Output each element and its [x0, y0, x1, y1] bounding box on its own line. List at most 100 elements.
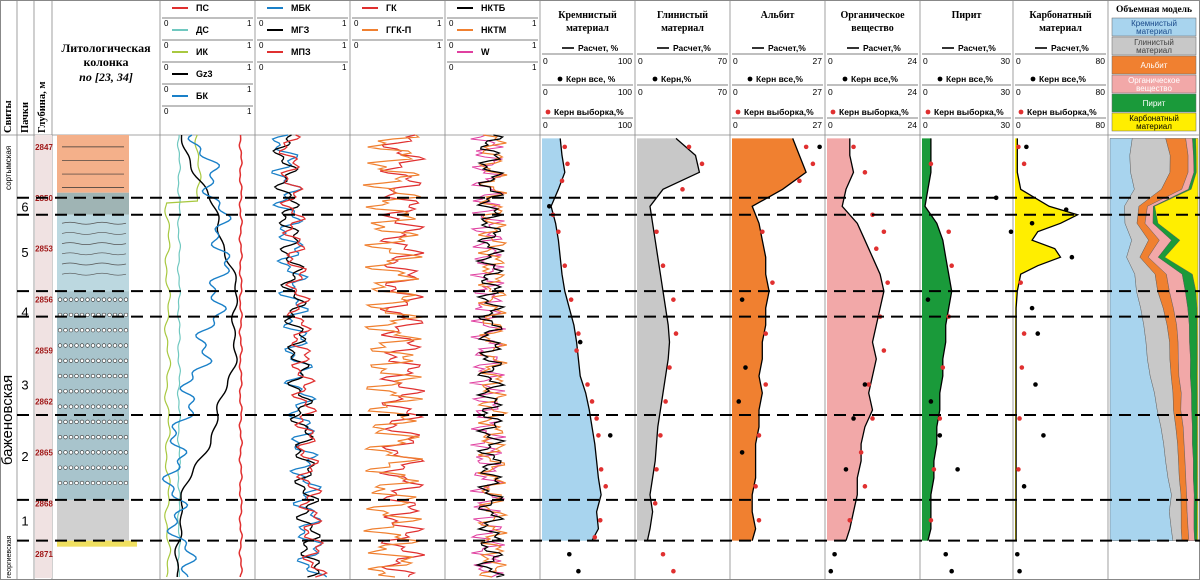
lith-symbol	[118, 328, 123, 333]
core-point-red	[873, 246, 879, 252]
lith-symbol	[63, 450, 68, 455]
core-point-red	[559, 178, 565, 184]
lith-symbol	[74, 389, 79, 394]
core-point-red	[686, 144, 692, 150]
scale-min: 0	[923, 120, 928, 130]
lith-symbol	[85, 480, 90, 486]
mineral-calc-line	[751, 138, 807, 541]
lith-symbol	[85, 389, 90, 394]
core-point-red	[592, 534, 598, 540]
lith-title-2: колонка	[84, 55, 129, 69]
lith-symbol	[107, 435, 112, 440]
lith-symbol	[68, 435, 74, 440]
core-point-red	[870, 416, 875, 421]
log-curves	[161, 134, 509, 578]
lith-symbol	[118, 297, 123, 302]
scale-max: 1	[532, 63, 537, 72]
core-point-red	[851, 144, 856, 150]
lith-symbol	[85, 435, 90, 440]
core-point-black	[1029, 305, 1035, 311]
mineral-title: Пирит	[952, 10, 982, 21]
scale-max: 1	[247, 85, 252, 94]
core-point-black	[546, 203, 552, 209]
lith-symbol	[68, 312, 74, 318]
scale-min: 0	[449, 19, 454, 28]
lith-symbol	[90, 389, 96, 394]
core-point-red	[699, 161, 705, 167]
lith-symbol	[123, 343, 129, 348]
lith-symbol	[63, 480, 68, 486]
pack-labels: 6 5 4 3 2 1	[21, 199, 28, 528]
mineral-legend-label: Расчет,%	[673, 43, 711, 53]
formation-label: баженовская	[0, 375, 16, 465]
mineral-title: материал	[1039, 23, 1082, 34]
log-curve	[378, 134, 427, 578]
scale-min: 0	[638, 56, 643, 66]
lith-symbol	[96, 373, 101, 379]
log-curve-label: ИК	[196, 47, 208, 57]
lith-symbol	[90, 297, 96, 302]
lith-symbol	[101, 343, 107, 348]
lith-symbol	[68, 297, 74, 302]
lith-symbol	[118, 373, 123, 379]
scale-max: 80	[1096, 56, 1106, 66]
lith-symbol	[123, 328, 129, 333]
legend-point	[735, 109, 741, 115]
scale-min: 0	[543, 56, 548, 66]
lith-symbol	[79, 480, 85, 486]
scale-min: 0	[733, 87, 738, 97]
mineral-legend-label: Расчет,%	[863, 43, 901, 53]
mineral-area-fill	[542, 138, 602, 541]
lith-symbol	[57, 465, 63, 470]
core-point-red	[594, 416, 599, 421]
lith-symbol	[96, 389, 101, 394]
lith-symbol	[96, 465, 101, 470]
scale-max: 24	[908, 120, 918, 130]
mineral-area-fill	[827, 138, 884, 541]
lith-symbol	[96, 358, 101, 363]
mineral-legend-label: Керн все, %	[566, 74, 616, 84]
lith-symbol	[68, 450, 74, 455]
mineral-legend-label: Керн все,%	[1039, 74, 1086, 84]
lith-layer	[57, 291, 129, 500]
depth-label: 2868	[35, 499, 53, 508]
scale-max: 1	[247, 63, 252, 72]
lith-symbol	[74, 480, 79, 486]
core-point-red	[673, 331, 679, 336]
mineral-legend-label: Расчет,%	[768, 43, 806, 53]
lith-symbol	[101, 297, 107, 302]
lith-symbol	[118, 435, 123, 440]
lith-symbol	[68, 419, 74, 424]
lith-symbol	[112, 297, 118, 302]
depth-label: 2853	[35, 245, 53, 254]
log-curve	[278, 134, 328, 578]
lith-symbol	[79, 389, 85, 394]
scale-min: 0	[733, 120, 738, 130]
core-point-red	[667, 365, 672, 370]
volume-legend-swatch	[1111, 93, 1197, 113]
lith-symbol	[118, 465, 123, 470]
lith-symbol	[107, 297, 112, 302]
lith-symbol	[61, 242, 127, 245]
lith-symbol	[63, 343, 68, 348]
lith-symbol	[101, 389, 107, 394]
lith-symbol	[118, 343, 123, 348]
depth-label: 2859	[35, 347, 53, 356]
core-point-black	[743, 365, 748, 370]
lith-symbol	[74, 435, 79, 440]
lith-symbol	[74, 297, 79, 302]
lith-symbol	[112, 480, 118, 486]
lith-symbol	[85, 343, 90, 348]
lith-symbol	[74, 450, 79, 455]
mineral-legend-label: Расчет,%	[1051, 43, 1089, 53]
lith-symbol	[96, 435, 101, 440]
log-curve-label: ДС	[196, 25, 209, 35]
pack-label: 3	[21, 378, 28, 393]
lith-symbol	[68, 480, 74, 486]
legend-point	[747, 76, 753, 82]
lith-symbol	[112, 389, 118, 394]
lith-symbol	[85, 312, 90, 318]
lith-symbol	[123, 450, 129, 455]
core-point-red	[797, 178, 802, 184]
